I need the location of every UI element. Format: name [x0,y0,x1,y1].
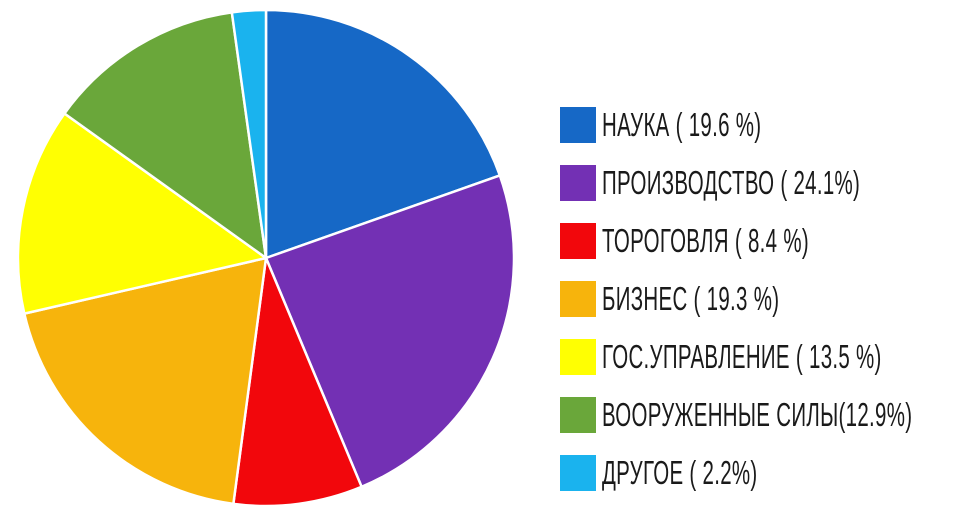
legend-label: НАУКА ( 19.6 %) [602,106,762,143]
legend-item-7: ДРУГОЕ ( 2.2%) [560,444,950,502]
legend-swatch [560,223,596,259]
pie-slice-4 [23,256,268,505]
legend: НАУКА ( 19.6 %) ПРОИЗВОДСТВО ( 24.1%) ТОРО… [560,96,950,502]
legend-item-2: ПРОИЗВОДСТВО ( 24.1%) [560,154,950,212]
legend-label: ГОС.УПРАВЛЕНИЕ ( 13.5 %) [602,338,882,375]
legend-swatch [560,339,596,375]
legend-item-6: ВООРУЖЕННЫЕ СИЛЫ(12.9%) [560,386,950,444]
legend-swatch [560,107,596,143]
legend-swatch [560,397,596,433]
legend-item-5: ГОС.УПРАВЛЕНИЕ ( 13.5 %) [560,328,950,386]
pie-slice-3 [232,256,363,505]
legend-label: ВООРУЖЕННЫЕ СИЛЫ(12.9%) [602,396,913,433]
legend-item-4: БИЗНЕС ( 19.3 %) [560,270,950,328]
legend-item-3: ТОРОГОВЛЯ ( 8.4 %) [560,212,950,270]
pie-slice-2 [264,174,516,489]
pie-slice-5 [16,112,268,315]
legend-label: ТОРОГОВЛЯ ( 8.4 %) [602,222,809,259]
legend-label: БИЗНЕС ( 19.3 %) [602,280,780,317]
legend-label: ДРУГОЕ ( 2.2%) [602,454,758,491]
legend-swatch [560,455,596,491]
pie-slice-6 [63,11,268,260]
legend-item-1: НАУКА ( 19.6 %) [560,96,950,154]
legend-label: ПРОИЗВОДСТВО ( 24.1%) [602,164,861,201]
pie-slice-7 [230,8,268,260]
legend-swatch [560,281,596,317]
legend-swatch [560,165,596,201]
pie-chart [16,8,516,505]
